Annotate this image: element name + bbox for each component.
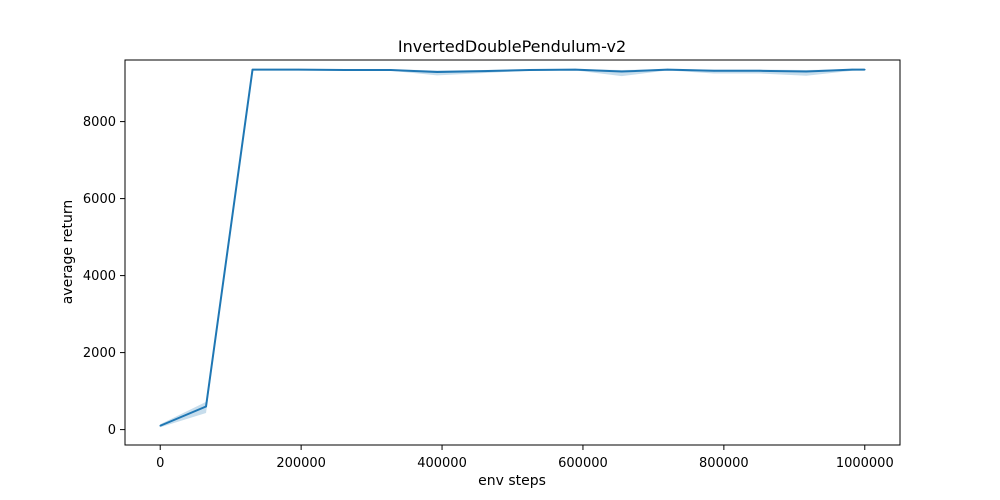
- data-point: [436, 71, 438, 73]
- data-point: [344, 69, 346, 71]
- chart-title: InvertedDoublePendulum-v2: [398, 37, 626, 56]
- data-point: [528, 69, 531, 71]
- data-point: [805, 70, 808, 73]
- x-tick-label: 600000: [558, 456, 608, 471]
- data-point: [620, 70, 623, 73]
- x-axis-label: env steps: [478, 473, 546, 489]
- plot-frame: [124, 59, 901, 446]
- y-tick-label: 8000: [83, 115, 116, 130]
- data-point: [159, 424, 162, 427]
- y-tick-label: 0: [108, 423, 116, 438]
- y-axis-label: average return: [60, 200, 76, 305]
- x-tick-label: 1000000: [836, 456, 894, 471]
- y-tick-label: 2000: [83, 346, 116, 361]
- series-0-line: [159, 68, 865, 427]
- series-line-layer: [159, 68, 866, 427]
- x-tick-label: 400000: [417, 456, 467, 471]
- y-tick-label: 6000: [83, 192, 116, 207]
- confidence-band-layer: [160, 69, 865, 428]
- x-tick-label: 800000: [699, 456, 749, 471]
- data-point: [482, 70, 484, 72]
- x-tick-label: 0: [156, 456, 164, 471]
- data-point: [759, 69, 761, 72]
- data-point: [251, 68, 254, 71]
- data-point: [297, 68, 300, 71]
- series-0-band: [160, 69, 865, 428]
- data-point: [574, 68, 576, 71]
- x-axis-ticks: 0 200000 400000 600000 800000 1000000: [156, 445, 894, 471]
- data-point: [389, 69, 392, 71]
- x-tick-label: 200000: [276, 456, 326, 471]
- data-point: [713, 69, 715, 72]
- data-point: [851, 68, 853, 71]
- y-axis-ticks: 0 2000 4000 6000 8000: [83, 115, 125, 438]
- data-point: [863, 68, 866, 71]
- data-point: [205, 405, 207, 408]
- y-tick-label: 4000: [83, 269, 116, 284]
- data-point: [666, 68, 669, 71]
